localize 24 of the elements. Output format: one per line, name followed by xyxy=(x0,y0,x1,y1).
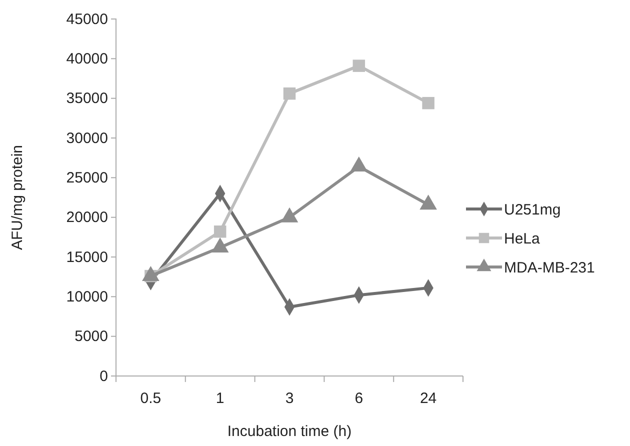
legend-label: HeLa xyxy=(504,230,541,248)
legend-label: MDA-MB-231 xyxy=(504,259,595,276)
x-tick-label: 24 xyxy=(420,390,437,407)
y-tick-label: 25000 xyxy=(66,169,108,186)
point xyxy=(352,60,366,72)
x-tick-label: 1 xyxy=(216,390,224,407)
y-tick-label: 30000 xyxy=(66,130,108,147)
point xyxy=(422,96,434,110)
point xyxy=(283,87,296,100)
y-tick-label: 40000 xyxy=(66,50,108,68)
x-tick-label: 3 xyxy=(285,390,294,407)
x-axis-title: Incubation time (h) xyxy=(227,423,352,440)
legend-label: U251mg xyxy=(504,201,561,218)
y-tick-label: 0 xyxy=(100,368,108,385)
y-axis-title: AFU/mg protein xyxy=(9,144,26,250)
x-tick-label: 0.5 xyxy=(140,390,162,407)
y-tick-label: 35000 xyxy=(66,90,108,108)
y-tick-label: 5000 xyxy=(74,328,108,346)
x-tick-label: 6 xyxy=(354,390,364,407)
y-tick-label: 45000 xyxy=(66,10,108,28)
y-tick-label: 15000 xyxy=(66,248,108,266)
point xyxy=(214,225,226,238)
y-tick-label: 10000 xyxy=(66,288,108,306)
y-tick-label: 20000 xyxy=(66,209,108,226)
